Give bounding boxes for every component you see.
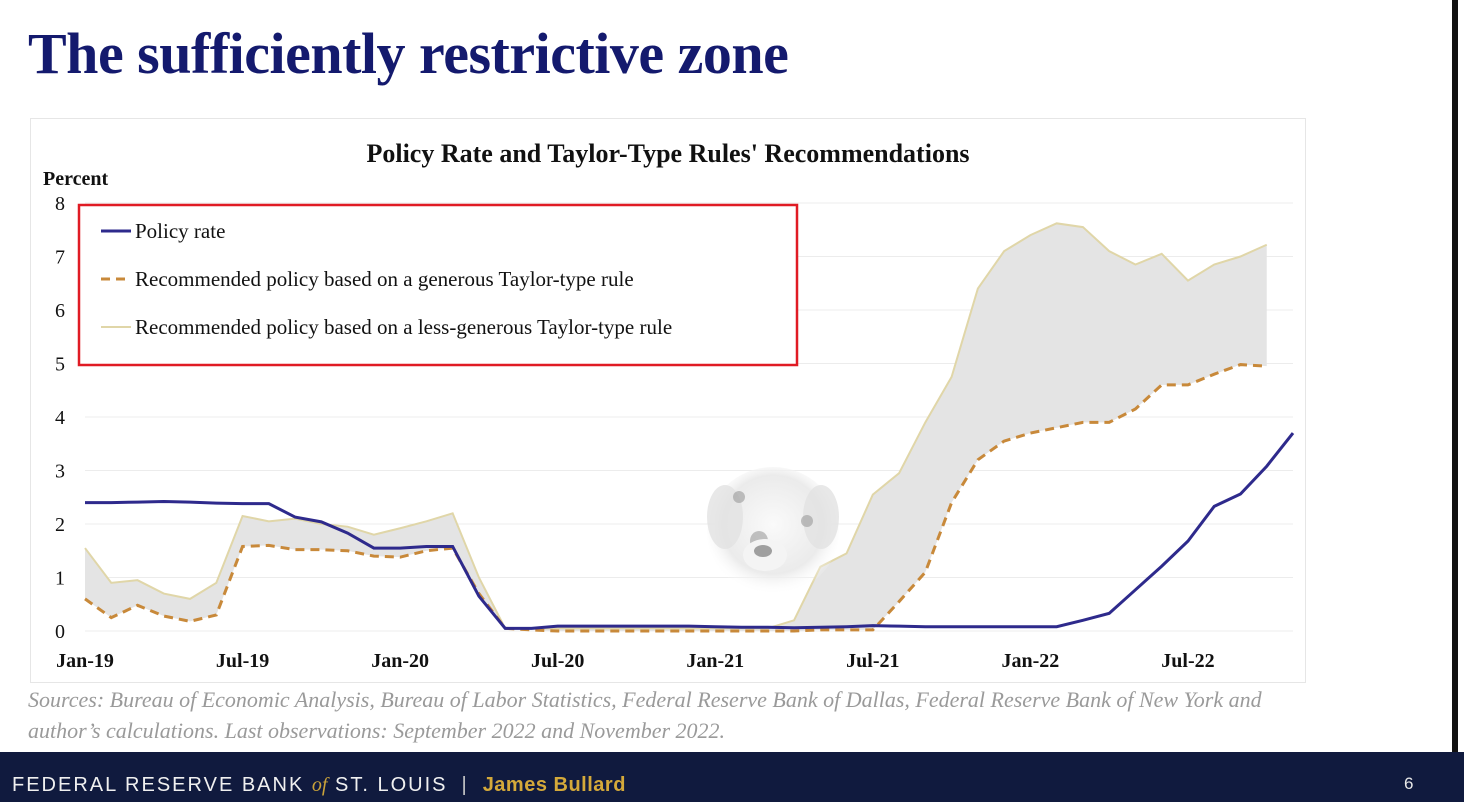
- x-tick-label: Jan-20: [371, 650, 429, 672]
- x-tick-label: Jan-22: [1001, 650, 1059, 672]
- y-axis-label: Percent: [43, 168, 108, 190]
- slide-title: The sufficiently restrictive zone: [28, 21, 789, 86]
- page-number: 6: [1404, 774, 1414, 793]
- y-tick-label: 7: [55, 247, 65, 269]
- y-tick-label: 1: [55, 568, 65, 590]
- legend-label: Recommended policy based on a generous T…: [135, 267, 634, 291]
- x-tick-label: Jul-22: [1161, 650, 1214, 672]
- sources-note: Sources: Bureau of Economic Analysis, Bu…: [28, 687, 1262, 743]
- policy-rate-chart: Policy Rate and Taylor-Type Rules' Recom…: [43, 139, 1295, 672]
- bank-name-part1: FEDERAL RESERVE BANK: [12, 774, 305, 796]
- bank-name-part2: ST. LOUIS: [335, 774, 448, 796]
- right-border-rule: [1452, 0, 1458, 752]
- bank-name-of: of: [311, 774, 328, 796]
- policy-rate-line: [85, 432, 1295, 630]
- x-tick-label: Jul-21: [846, 650, 899, 672]
- x-tick-label: Jan-19: [56, 650, 114, 672]
- less-generous-rule-line: [84, 222, 1268, 630]
- x-tick-label: Jul-20: [531, 650, 584, 672]
- y-tick-label: 5: [55, 354, 65, 376]
- dog-face-sticker: [707, 467, 839, 595]
- y-tick-label: 2: [55, 514, 65, 536]
- chart-title: Policy Rate and Taylor-Type Rules' Recom…: [366, 139, 969, 168]
- generous-rule-line: [84, 363, 1267, 633]
- shaded-band: [85, 223, 1267, 631]
- y-tick-label: 3: [55, 461, 65, 483]
- x-tick-label: Jan-21: [686, 650, 744, 672]
- footer-bank-name: FEDERAL RESERVE BANK of ST. LOUIS | James …: [12, 774, 626, 797]
- y-tick-label: 6: [55, 300, 65, 322]
- legend-label: Policy rate: [135, 219, 225, 243]
- footer-author: James Bullard: [482, 774, 626, 796]
- legend-label: Recommended policy based on a less-gener…: [135, 315, 672, 339]
- legend-box: [77, 203, 799, 367]
- chart-frame: Policy Rate and Taylor-Type Rules' Recom…: [30, 118, 1306, 683]
- y-tick-label: 8: [55, 193, 65, 215]
- chart-legend: Policy rate Recommended policy based on a…: [77, 203, 799, 367]
- x-tick-label: Jul-19: [216, 650, 269, 672]
- footer-bar: FEDERAL RESERVE BANK of ST. LOUIS | James …: [0, 752, 1464, 802]
- footer-separator: |: [461, 774, 469, 796]
- y-tick-label: 0: [55, 621, 65, 643]
- y-tick-label: 4: [55, 407, 65, 429]
